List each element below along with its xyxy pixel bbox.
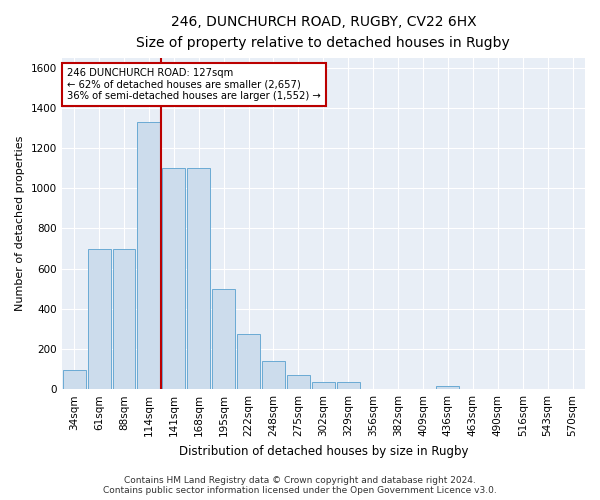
Bar (436, 386, 460, 389)
Bar (88, 248, 110, 389)
Bar (287, 375, 310, 389)
Bar (212, 288, 235, 389)
Text: Contains HM Land Registry data © Crown copyright and database right 2024.
Contai: Contains HM Land Registry data © Crown c… (103, 476, 497, 495)
Bar (262, 361, 285, 389)
Bar (312, 382, 335, 389)
Bar (137, 122, 160, 389)
Bar (163, 168, 185, 389)
X-axis label: Distribution of detached houses by size in Rugby: Distribution of detached houses by size … (179, 444, 468, 458)
Bar (187, 168, 210, 389)
Bar (113, 248, 136, 389)
Bar (62, 370, 86, 389)
Text: 246 DUNCHURCH ROAD: 127sqm
← 62% of detached houses are smaller (2,657)
36% of s: 246 DUNCHURCH ROAD: 127sqm ← 62% of deta… (67, 68, 320, 101)
Bar (337, 382, 360, 389)
Title: 246, DUNCHURCH ROAD, RUGBY, CV22 6HX
Size of property relative to detached house: 246, DUNCHURCH ROAD, RUGBY, CV22 6HX Siz… (136, 15, 510, 50)
Bar (237, 334, 260, 389)
Y-axis label: Number of detached properties: Number of detached properties (15, 136, 25, 311)
